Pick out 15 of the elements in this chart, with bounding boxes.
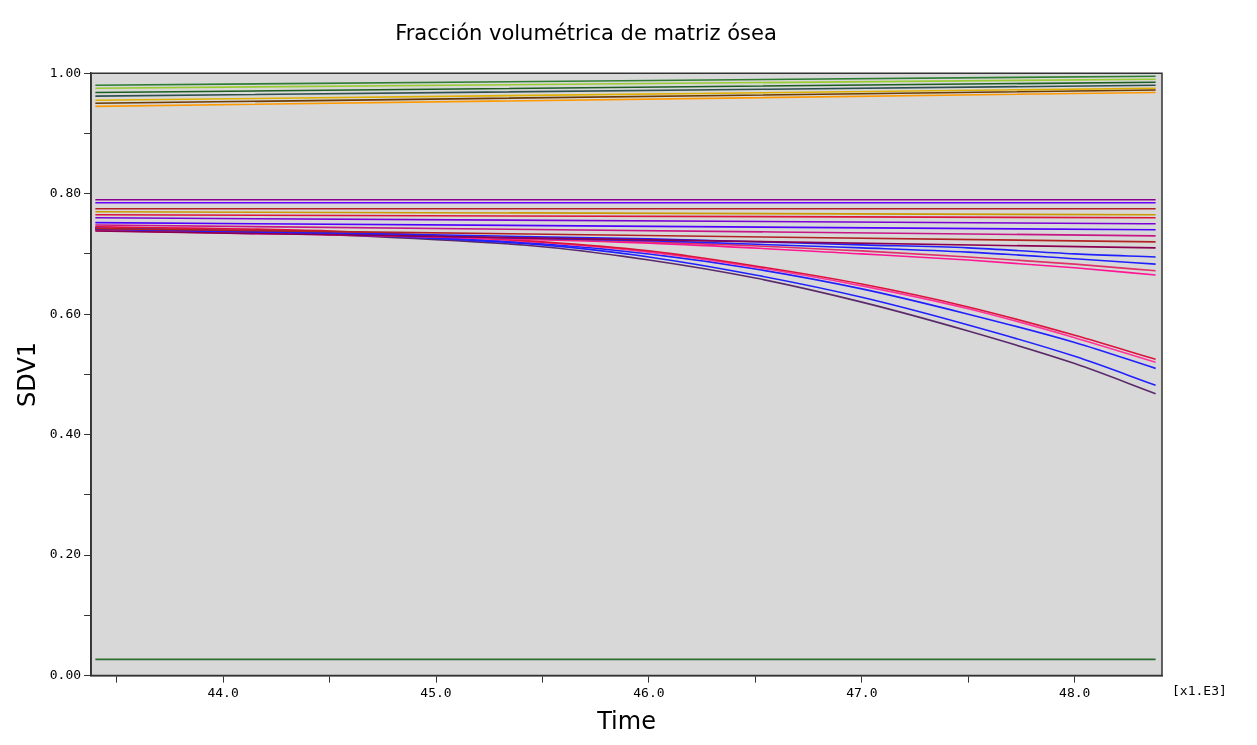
y-axis-title: SDV1 [12,341,41,407]
y-tick-label: 0.80 [49,185,82,201]
text: [x1.E3] [1172,683,1227,699]
x-tick-label: 46.0 [633,684,665,700]
y-tick-label: 1.00 [49,64,82,80]
chart-title: Fracción volumétrica de matriz ósea [395,21,777,46]
y-tick-label: 0.40 [49,426,82,442]
x-tick-label: 47.0 [846,684,878,700]
y-tick-label: 0.20 [49,546,82,562]
x-axis-title: Time [596,706,656,735]
x-tick-label: 44.0 [207,684,239,700]
x-tick-label: 48.0 [1059,684,1091,700]
y-tick-label: 0.00 [49,666,82,682]
y-tick-label: 0.60 [49,305,82,321]
x-tick-label: 45.0 [420,684,452,700]
